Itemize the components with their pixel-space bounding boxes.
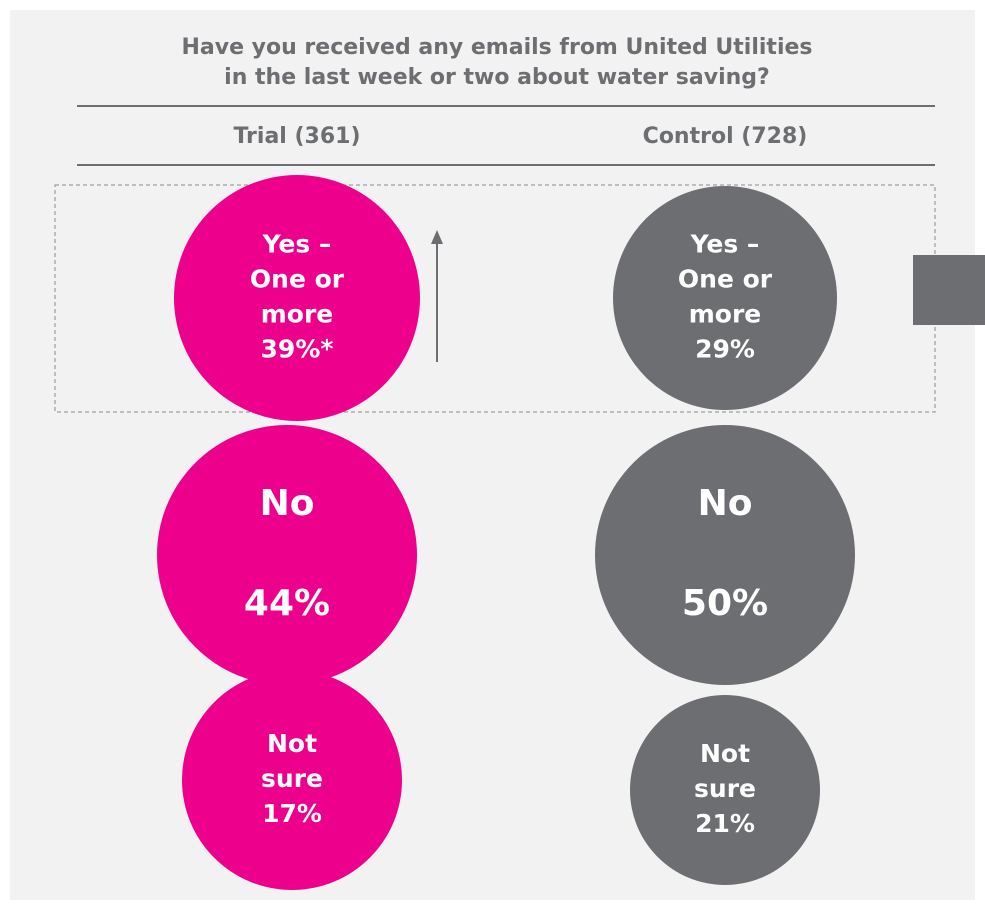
bubble-label: Yes – — [690, 230, 760, 259]
bubble — [613, 186, 837, 410]
bubble — [182, 670, 402, 890]
arrow-head — [431, 230, 443, 244]
bubble — [174, 175, 420, 421]
bubble-label: more — [261, 300, 334, 329]
bubble-label: sure — [261, 764, 323, 793]
bubble-label: sure — [694, 774, 756, 803]
bubble-label: Not — [267, 729, 317, 758]
bubble-label: One or — [678, 265, 773, 294]
bubble-label: Yes – — [262, 230, 332, 259]
bubble-label: more — [689, 300, 762, 329]
side-tab — [913, 255, 985, 325]
column-header: Trial (361) — [233, 124, 360, 149]
bubble-label: No — [698, 483, 753, 524]
highlight-box — [54, 184, 936, 413]
bubble-label: 21% — [695, 809, 755, 838]
bubble-label: 44% — [244, 583, 330, 624]
bubble — [595, 425, 855, 685]
title-line: Have you received any emails from United… — [181, 35, 812, 60]
bubble-label: No — [260, 483, 315, 524]
column-header: Control (728) — [643, 124, 808, 149]
bubble-label: 17% — [262, 799, 322, 828]
bubble — [630, 695, 820, 885]
bubble-label: 50% — [682, 583, 768, 624]
background — [10, 10, 975, 900]
title-line: in the last week or two about water savi… — [224, 65, 770, 90]
bubble-label: 39%* — [261, 335, 334, 364]
bubble — [157, 425, 417, 685]
bubble-label: One or — [250, 265, 345, 294]
bubble-label: Not — [700, 739, 750, 768]
bubble-label: 29% — [695, 335, 755, 364]
